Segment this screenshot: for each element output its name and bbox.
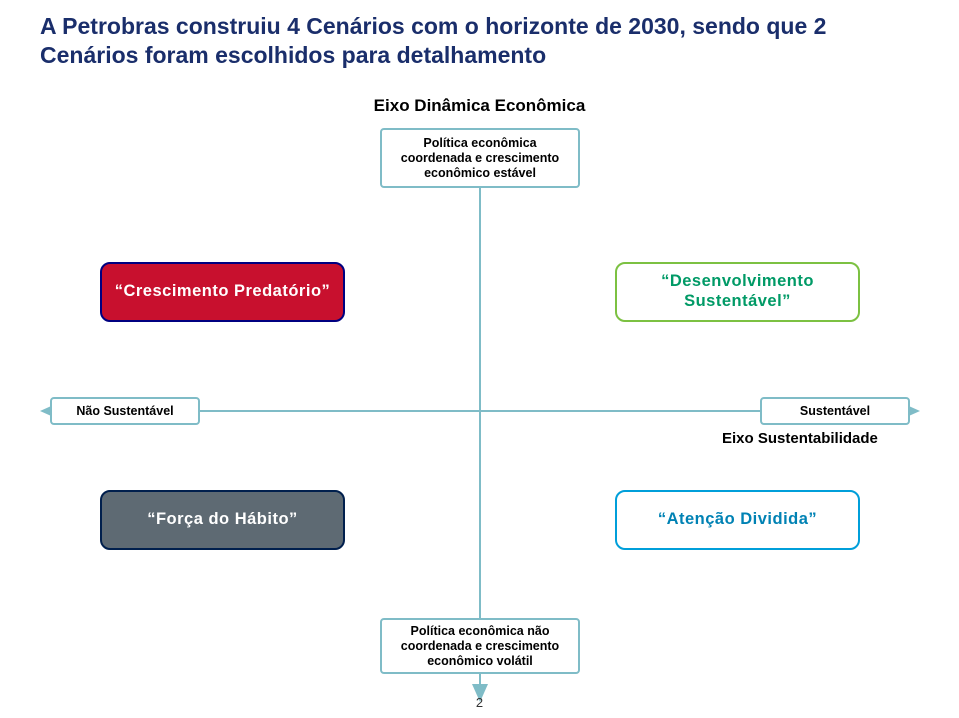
y-axis-bottom-box: Política econômica não coordenada e cres… [380,618,580,674]
quadrant-top-left: “Crescimento Predatório” [100,262,345,322]
y-axis-top-box: Política econômica coordenada e crescime… [380,128,580,188]
quadrant-bottom-right: “Atenção Dividida” [615,490,860,550]
x-axis-right-box: Sustentável [760,397,910,425]
quadrant-bottom-left: “Força do Hábito” [100,490,345,550]
quadrant-top-right: “Desenvolvimento Sustentável” [615,262,860,322]
page-title: A Petrobras construiu 4 Cenários com o h… [40,12,919,70]
x-axis-left-box: Não Sustentável [50,397,200,425]
y-axis-line [479,145,481,685]
page-number: 2 [0,695,959,710]
y-axis-label: Eixo Dinâmica Econômica [0,96,959,116]
x-axis-label: Eixo Sustentabilidade [722,430,878,447]
